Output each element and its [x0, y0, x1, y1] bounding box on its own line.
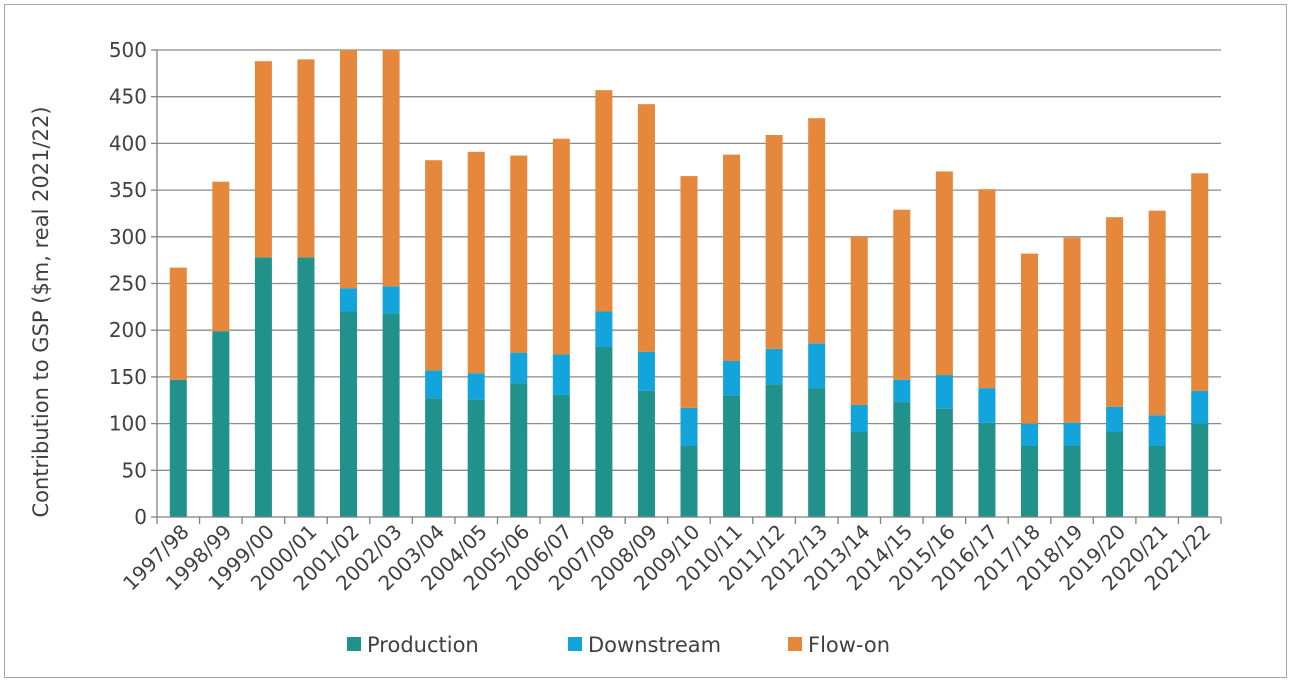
bar-segment-production: [552, 394, 570, 517]
bar-segment-downstream: [1063, 422, 1081, 447]
legend: Production Downstream Flow-on: [347, 633, 890, 657]
bar-segment-flow-on: [850, 236, 868, 405]
bar-segment-production: [510, 383, 528, 517]
bar-segment-production: [1106, 432, 1124, 517]
y-tick-label: 100: [109, 412, 147, 436]
bar-segment-production: [978, 422, 996, 517]
bar-segment-production: [935, 408, 953, 517]
bar-segment-flow-on: [425, 160, 443, 371]
bar-segment-production: [1063, 446, 1081, 517]
bar-segment-downstream: [1148, 415, 1166, 447]
bar-segment-flow-on: [552, 138, 570, 355]
bar-segment-downstream: [425, 370, 443, 399]
bar-segment-production: [808, 388, 826, 517]
bar-segment-flow-on: [680, 176, 698, 408]
bar-segment-downstream: [552, 354, 570, 395]
bar-segment-production: [893, 402, 911, 517]
bar-segment-flow-on: [1020, 253, 1038, 424]
bar-segment-downstream: [1020, 423, 1038, 447]
bar-segment-downstream: [808, 343, 826, 389]
bar-segment-downstream: [765, 348, 783, 385]
y-tick-label: 350: [109, 178, 147, 202]
bar-segment-flow-on: [212, 181, 230, 332]
bar-segment-downstream: [595, 311, 613, 348]
bar-segment-production: [1020, 446, 1038, 517]
y-tick-label: 250: [109, 272, 147, 296]
bar-segment-downstream: [340, 288, 358, 312]
bar-segment-flow-on: [808, 118, 826, 344]
bar-segment-production: [467, 399, 485, 517]
legend-swatch: [568, 637, 582, 651]
bar-segment-downstream: [978, 388, 996, 423]
bar-segment-flow-on: [1191, 173, 1209, 391]
bar-segment-flow-on: [637, 104, 655, 352]
x-axis-tick-labels: 1997/981998/991999/002000/012001/022002/…: [118, 520, 1215, 596]
legend-label: Downstream: [588, 633, 721, 657]
gridlines: [157, 49, 1221, 471]
bar-segment-flow-on: [382, 50, 400, 287]
bar-segment-production: [765, 384, 783, 517]
bar-segment-production: [850, 432, 868, 517]
bar-segment-production: [212, 331, 230, 517]
bar-segment-production: [723, 395, 741, 517]
axes: [151, 49, 1222, 524]
y-tick-label: 500: [109, 38, 147, 62]
bar-segment-flow-on: [1063, 237, 1081, 423]
bar-segment-downstream: [1191, 390, 1209, 424]
y-axis-tick-labels: 0 50 100 150 200 250 300 350 400 450 500: [109, 38, 147, 529]
bar-segment-flow-on: [765, 134, 783, 349]
bars: [169, 50, 1209, 517]
bar-segment-production: [680, 446, 698, 517]
y-axis-label: Contribution to GSP ($m, real 2021/22): [29, 106, 53, 517]
bar-segment-flow-on: [893, 209, 911, 380]
bar-segment-production: [169, 379, 187, 517]
y-tick-label: 450: [109, 85, 147, 109]
bar-segment-production: [297, 257, 315, 517]
y-tick-label: 200: [109, 318, 147, 342]
legend-swatch: [347, 637, 361, 651]
bar-segment-production: [382, 313, 400, 517]
bar-segment-flow-on: [297, 59, 315, 258]
bar-segment-flow-on: [978, 189, 996, 389]
bar-segment-downstream: [850, 404, 868, 433]
bar-segment-downstream: [723, 361, 741, 396]
bar-segment-downstream: [382, 286, 400, 314]
bar-segment-production: [595, 347, 613, 517]
bar-segment-downstream: [935, 375, 953, 409]
legend-swatch: [788, 637, 802, 651]
y-tick-label: 50: [122, 458, 147, 482]
y-tick-label: 0: [134, 505, 147, 529]
bar-segment-production: [637, 390, 655, 517]
y-tick-label: 400: [109, 131, 147, 155]
bar-segment-production: [1191, 423, 1209, 517]
legend-label: Flow-on: [808, 633, 890, 657]
bar-segment-flow-on: [467, 151, 485, 374]
bar-segment-flow-on: [935, 171, 953, 376]
bar-segment-production: [425, 398, 443, 517]
bar-segment-flow-on: [1106, 217, 1124, 407]
bar-segment-flow-on: [340, 50, 358, 289]
bar-segment-downstream: [510, 352, 528, 384]
bar-segment-production: [254, 257, 272, 517]
bar-segment-downstream: [1106, 406, 1124, 433]
bar-segment-flow-on: [723, 154, 741, 362]
bar-segment-production: [340, 311, 358, 517]
legend-label: Production: [367, 633, 479, 657]
bar-segment-flow-on: [510, 155, 528, 353]
bar-segment-downstream: [637, 351, 655, 391]
bar-segment-flow-on: [254, 61, 272, 258]
y-tick-label: 150: [109, 365, 147, 389]
bar-segment-flow-on: [595, 90, 613, 312]
bar-segment-downstream: [680, 407, 698, 447]
bar-segment-downstream: [467, 373, 485, 400]
bar-segment-flow-on: [169, 267, 187, 380]
y-tick-label: 300: [109, 225, 147, 249]
bar-segment-flow-on: [1148, 210, 1166, 416]
bar-segment-production: [1148, 446, 1166, 517]
bar-segment-downstream: [893, 379, 911, 403]
